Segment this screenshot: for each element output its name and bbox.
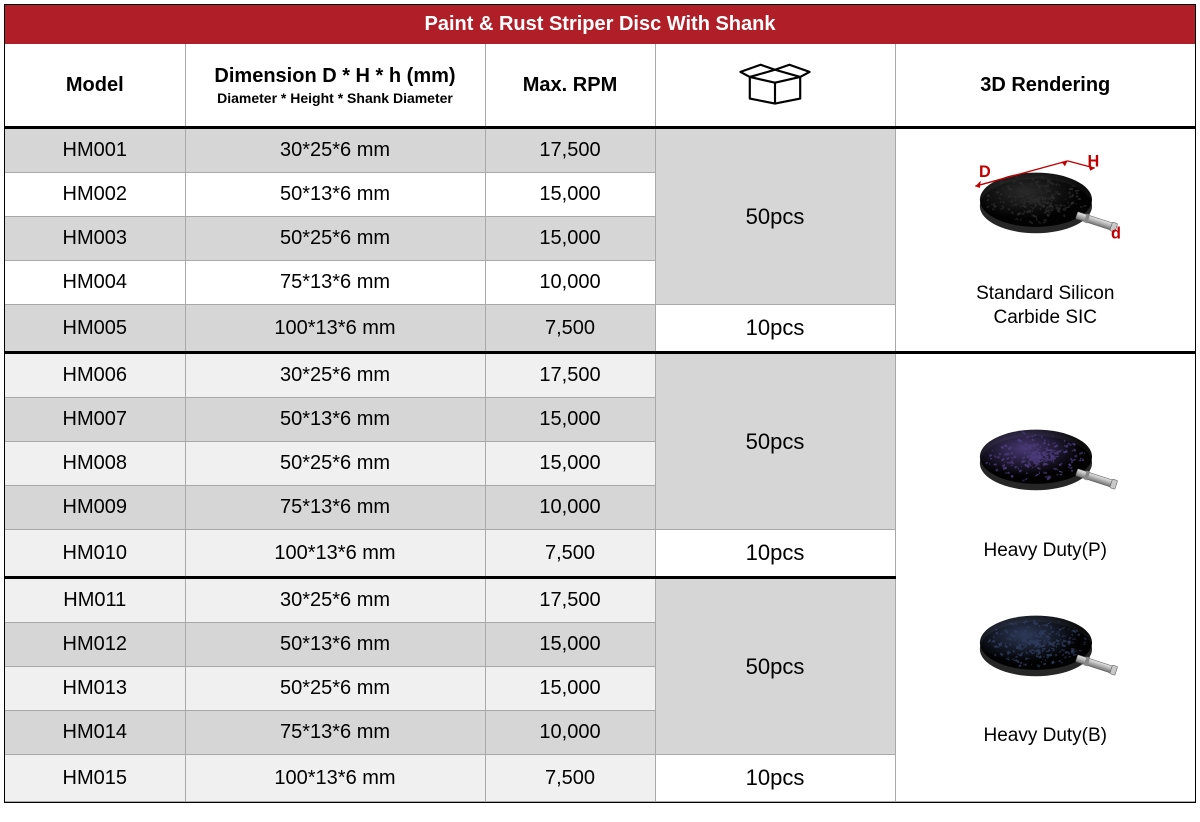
cell-dimension: 50*13*6 mm bbox=[185, 398, 485, 442]
svg-text:D: D bbox=[979, 164, 991, 182]
cell-model: HM002 bbox=[5, 173, 185, 217]
cell-model: HM012 bbox=[5, 623, 185, 667]
rendering-caption: Heavy Duty(B) bbox=[900, 724, 1192, 748]
cell-model: HM008 bbox=[5, 442, 185, 486]
cell-model: HM013 bbox=[5, 667, 185, 711]
cell-rpm: 10,000 bbox=[485, 711, 655, 755]
table-row: HM00630*25*6 mm17,50050pcs bbox=[5, 353, 1195, 398]
cell-rendering: Heavy Duty(P) bbox=[895, 353, 1195, 802]
cell-rendering: D H d Standard SiliconCarbide SIC bbox=[895, 128, 1195, 353]
cell-dimension: 30*25*6 mm bbox=[185, 353, 485, 398]
cell-qty-main: 50pcs bbox=[655, 353, 895, 530]
cell-model: HM015 bbox=[5, 755, 185, 802]
cell-model: HM011 bbox=[5, 578, 185, 623]
header-dimension-main: Dimension D * H * h (mm) bbox=[214, 65, 455, 87]
cell-qty-main: 50pcs bbox=[655, 128, 895, 305]
cell-dimension: 75*13*6 mm bbox=[185, 711, 485, 755]
cell-dimension: 30*25*6 mm bbox=[185, 578, 485, 623]
cell-rpm: 10,000 bbox=[485, 486, 655, 530]
cell-model: HM003 bbox=[5, 217, 185, 261]
table-title: Paint & Rust Striper Disc With Shank bbox=[5, 5, 1195, 44]
cell-rpm: 10,000 bbox=[485, 261, 655, 305]
cell-dimension: 100*13*6 mm bbox=[185, 305, 485, 353]
rendering-caption: Standard SiliconCarbide SIC bbox=[900, 282, 1192, 330]
cell-rpm: 17,500 bbox=[485, 578, 655, 623]
cell-model: HM010 bbox=[5, 530, 185, 578]
cell-qty-last: 10pcs bbox=[655, 755, 895, 802]
cell-rpm: 17,500 bbox=[485, 353, 655, 398]
header-dimension: Dimension D * H * h (mm) Diameter * Heig… bbox=[185, 44, 485, 128]
cell-rpm: 7,500 bbox=[485, 530, 655, 578]
header-dimension-sub: Diameter * Height * Shank Diameter bbox=[192, 90, 479, 106]
header-rendering: 3D Rendering bbox=[895, 44, 1195, 128]
svg-text:d: d bbox=[1111, 225, 1121, 243]
cell-dimension: 50*25*6 mm bbox=[185, 217, 485, 261]
product-table-wrapper: Paint & Rust Striper Disc With Shank Mod… bbox=[4, 4, 1196, 803]
cell-model: HM001 bbox=[5, 128, 185, 173]
cell-rpm: 7,500 bbox=[485, 305, 655, 353]
cell-rpm: 15,000 bbox=[485, 217, 655, 261]
cell-rpm: 17,500 bbox=[485, 128, 655, 173]
cell-dimension: 100*13*6 mm bbox=[185, 530, 485, 578]
header-rpm: Max. RPM bbox=[485, 44, 655, 128]
cell-model: HM006 bbox=[5, 353, 185, 398]
cell-rpm: 15,000 bbox=[485, 173, 655, 217]
cell-model: HM009 bbox=[5, 486, 185, 530]
cell-model: HM004 bbox=[5, 261, 185, 305]
cell-qty-last: 10pcs bbox=[655, 530, 895, 578]
cell-model: HM005 bbox=[5, 305, 185, 353]
header-package-icon bbox=[655, 44, 895, 128]
cell-rpm: 15,000 bbox=[485, 398, 655, 442]
table-row: HM00130*25*6 mm17,50050pcs bbox=[5, 128, 1195, 173]
cell-qty-main: 50pcs bbox=[655, 578, 895, 755]
cell-dimension: 50*25*6 mm bbox=[185, 667, 485, 711]
box-icon bbox=[739, 58, 811, 106]
cell-rpm: 15,000 bbox=[485, 623, 655, 667]
cell-dimension: 30*25*6 mm bbox=[185, 128, 485, 173]
cell-model: HM014 bbox=[5, 711, 185, 755]
header-model: Model bbox=[5, 44, 185, 128]
cell-dimension: 50*25*6 mm bbox=[185, 442, 485, 486]
cell-dimension: 75*13*6 mm bbox=[185, 486, 485, 530]
product-table: Model Dimension D * H * h (mm) Diameter … bbox=[5, 44, 1195, 802]
rendering-caption: Heavy Duty(P) bbox=[900, 539, 1192, 563]
cell-model: HM007 bbox=[5, 398, 185, 442]
cell-dimension: 75*13*6 mm bbox=[185, 261, 485, 305]
cell-qty-last: 10pcs bbox=[655, 305, 895, 353]
cell-rpm: 15,000 bbox=[485, 667, 655, 711]
cell-dimension: 100*13*6 mm bbox=[185, 755, 485, 802]
cell-dimension: 50*13*6 mm bbox=[185, 623, 485, 667]
cell-dimension: 50*13*6 mm bbox=[185, 173, 485, 217]
cell-rpm: 7,500 bbox=[485, 755, 655, 802]
cell-rpm: 15,000 bbox=[485, 442, 655, 486]
